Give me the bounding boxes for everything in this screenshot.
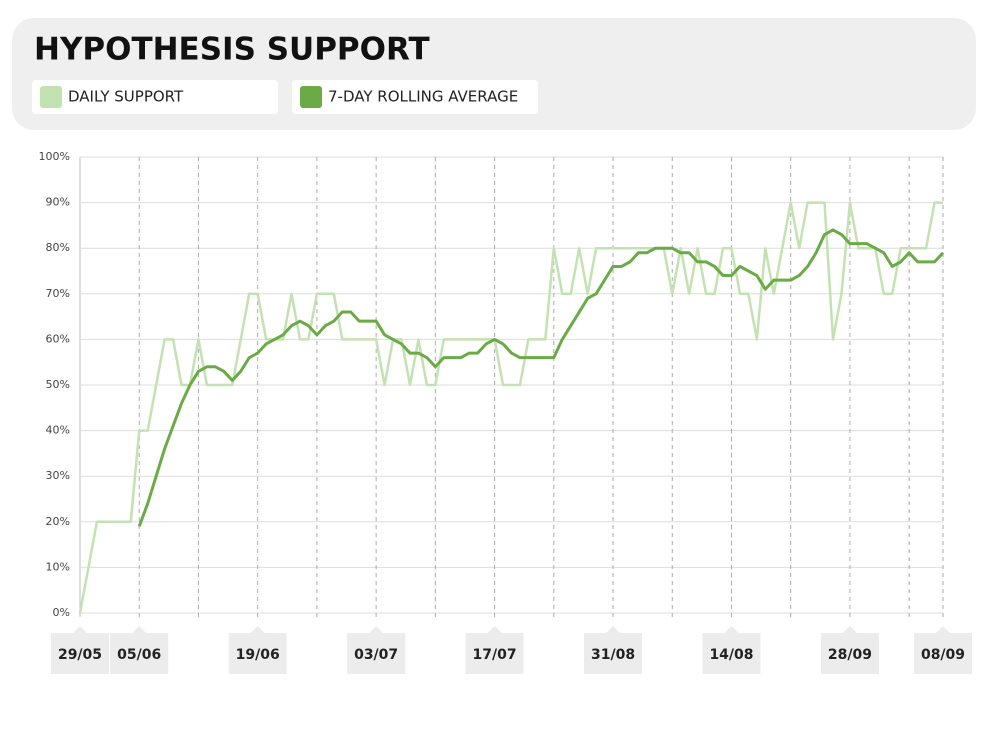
legend-label: DAILY SUPPORT bbox=[68, 88, 184, 106]
series-line bbox=[137, 228, 945, 527]
y-tick-label: 50% bbox=[46, 378, 70, 391]
legend-swatch bbox=[40, 86, 62, 108]
x-tick-label: 29/05 bbox=[58, 647, 102, 663]
x-label-box bbox=[110, 626, 169, 674]
legend: DAILY SUPPORT 7-DAY ROLLING AVERAGE bbox=[32, 80, 538, 114]
y-tick-label: 80% bbox=[46, 241, 70, 254]
series-line bbox=[78, 201, 943, 614]
x-tick-label: 28/09 bbox=[828, 647, 872, 663]
y-tick-label: 40% bbox=[46, 424, 70, 437]
legend-swatch bbox=[300, 86, 322, 108]
y-tick-label: 100% bbox=[39, 150, 70, 163]
x-label-box bbox=[51, 626, 109, 674]
chart-title: HYPOTHESIS SUPPORT bbox=[34, 32, 430, 68]
x-tick-label: 08/09 bbox=[921, 647, 965, 663]
x-tick-label: 14/08 bbox=[709, 647, 753, 663]
x-tick-label: 03/07 bbox=[354, 647, 398, 663]
x-label-box bbox=[465, 626, 524, 674]
legend-box bbox=[292, 80, 538, 114]
x-label-box bbox=[702, 626, 761, 674]
y-tick-label: 30% bbox=[46, 469, 70, 482]
y-tick-label: 10% bbox=[46, 560, 70, 573]
legend-label: 7-DAY ROLLING AVERAGE bbox=[328, 88, 518, 106]
x-label-box bbox=[914, 626, 972, 674]
x-tick-label: 05/06 bbox=[117, 647, 161, 663]
y-tick-label: 20% bbox=[46, 515, 70, 528]
x-label-box bbox=[228, 626, 287, 674]
legend-box bbox=[32, 80, 278, 114]
x-label-box bbox=[347, 626, 406, 674]
y-tick-label: 70% bbox=[46, 287, 70, 300]
y-tick-label: 0% bbox=[53, 606, 70, 619]
x-label-box bbox=[820, 626, 879, 674]
y-tick-label: 60% bbox=[46, 332, 70, 345]
x-tick-label: 19/06 bbox=[236, 647, 280, 663]
x-label-box bbox=[584, 626, 643, 674]
x-tick-label: 17/07 bbox=[473, 647, 517, 663]
x-tick-label: 31/08 bbox=[591, 647, 635, 663]
y-tick-label: 90% bbox=[46, 196, 70, 209]
